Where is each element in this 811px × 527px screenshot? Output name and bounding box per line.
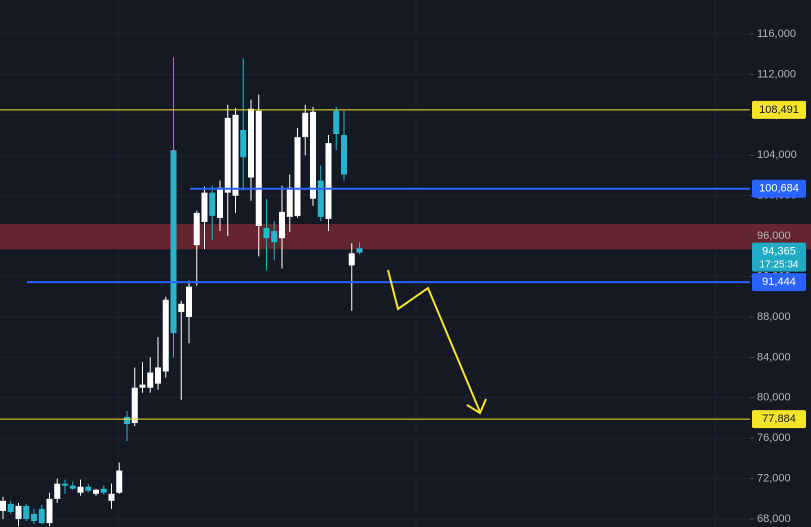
candle-body (85, 486, 92, 491)
countdown-label: 17:25:34 (760, 259, 799, 270)
y-tick-label: 88,000 (757, 311, 791, 323)
candles (0, 57, 363, 527)
candle-body (240, 130, 247, 158)
candle-body (224, 117, 231, 193)
levels (0, 109, 750, 420)
candle-body (77, 486, 84, 493)
annotation-arrow (387, 269, 481, 413)
candle-body (341, 135, 347, 175)
candle-body (170, 150, 177, 334)
y-tick-label: 104,000 (757, 149, 797, 161)
candle-body (100, 488, 107, 493)
candle-body (333, 110, 340, 135)
candle-body (108, 493, 115, 501)
last-price-label: 94,365 (762, 246, 796, 258)
y-tick-label: 116,000 (757, 28, 796, 40)
price-label-bg (752, 410, 806, 429)
candle-body (356, 248, 363, 253)
candle-body (124, 416, 130, 425)
price-label: 108,491 (759, 104, 799, 116)
candle-body (193, 212, 200, 246)
price-label-bg (752, 179, 806, 198)
candle-body (7, 503, 14, 512)
candle-body (38, 508, 45, 524)
candle-body (46, 498, 53, 524)
candle-body (263, 228, 270, 239)
y-tick-label: 96,000 (757, 230, 791, 242)
price-label: 77,884 (762, 413, 796, 425)
candle-body (15, 505, 22, 520)
candle-body (131, 387, 138, 424)
candle-body (310, 111, 316, 199)
candle-body (271, 231, 278, 243)
candle-body (232, 114, 239, 196)
y-tick-label: 72,000 (757, 473, 791, 485)
arrow-head (466, 398, 487, 415)
candle-body (62, 483, 68, 486)
candle-body (0, 500, 6, 511)
candle-body (248, 108, 254, 178)
y-tick-label: 80,000 (757, 392, 791, 404)
price-axis: 68,00072,00076,00080,00084,00088,00092,0… (750, 28, 806, 525)
zone (0, 223, 811, 250)
candle-body (302, 112, 309, 138)
candle-body (162, 299, 169, 372)
candle-body (69, 485, 76, 489)
candle-body (279, 211, 285, 239)
candle-body (139, 384, 146, 388)
price-label: 91,444 (762, 276, 796, 288)
candle-body (31, 513, 37, 522)
price-label: 100,684 (759, 183, 799, 195)
candle-body (209, 192, 216, 216)
y-tick-label: 68,000 (757, 513, 791, 525)
price-label-bg (752, 100, 806, 119)
candle-body (178, 303, 185, 312)
y-tick-label: 76,000 (757, 432, 791, 444)
candle-body (147, 372, 154, 388)
candle-body (294, 137, 301, 216)
price-label-bg (752, 273, 806, 292)
candle-body (201, 192, 208, 222)
y-tick-label: 84,000 (757, 351, 791, 363)
candle-body (348, 253, 355, 266)
last-price-bg (752, 242, 806, 272)
zone-layer (0, 223, 811, 250)
candle-body (317, 180, 324, 217)
candle-body (93, 489, 99, 494)
y-tick-label: 112,000 (757, 68, 796, 80)
candle-body (186, 286, 192, 317)
candle-body (286, 187, 293, 217)
candle-body (217, 187, 223, 218)
candle-body (155, 367, 161, 384)
candle-body (325, 143, 332, 219)
candle-body (23, 505, 30, 520)
candle-body (116, 470, 123, 493)
candle-body (255, 110, 262, 227)
candle-body (54, 483, 61, 499)
